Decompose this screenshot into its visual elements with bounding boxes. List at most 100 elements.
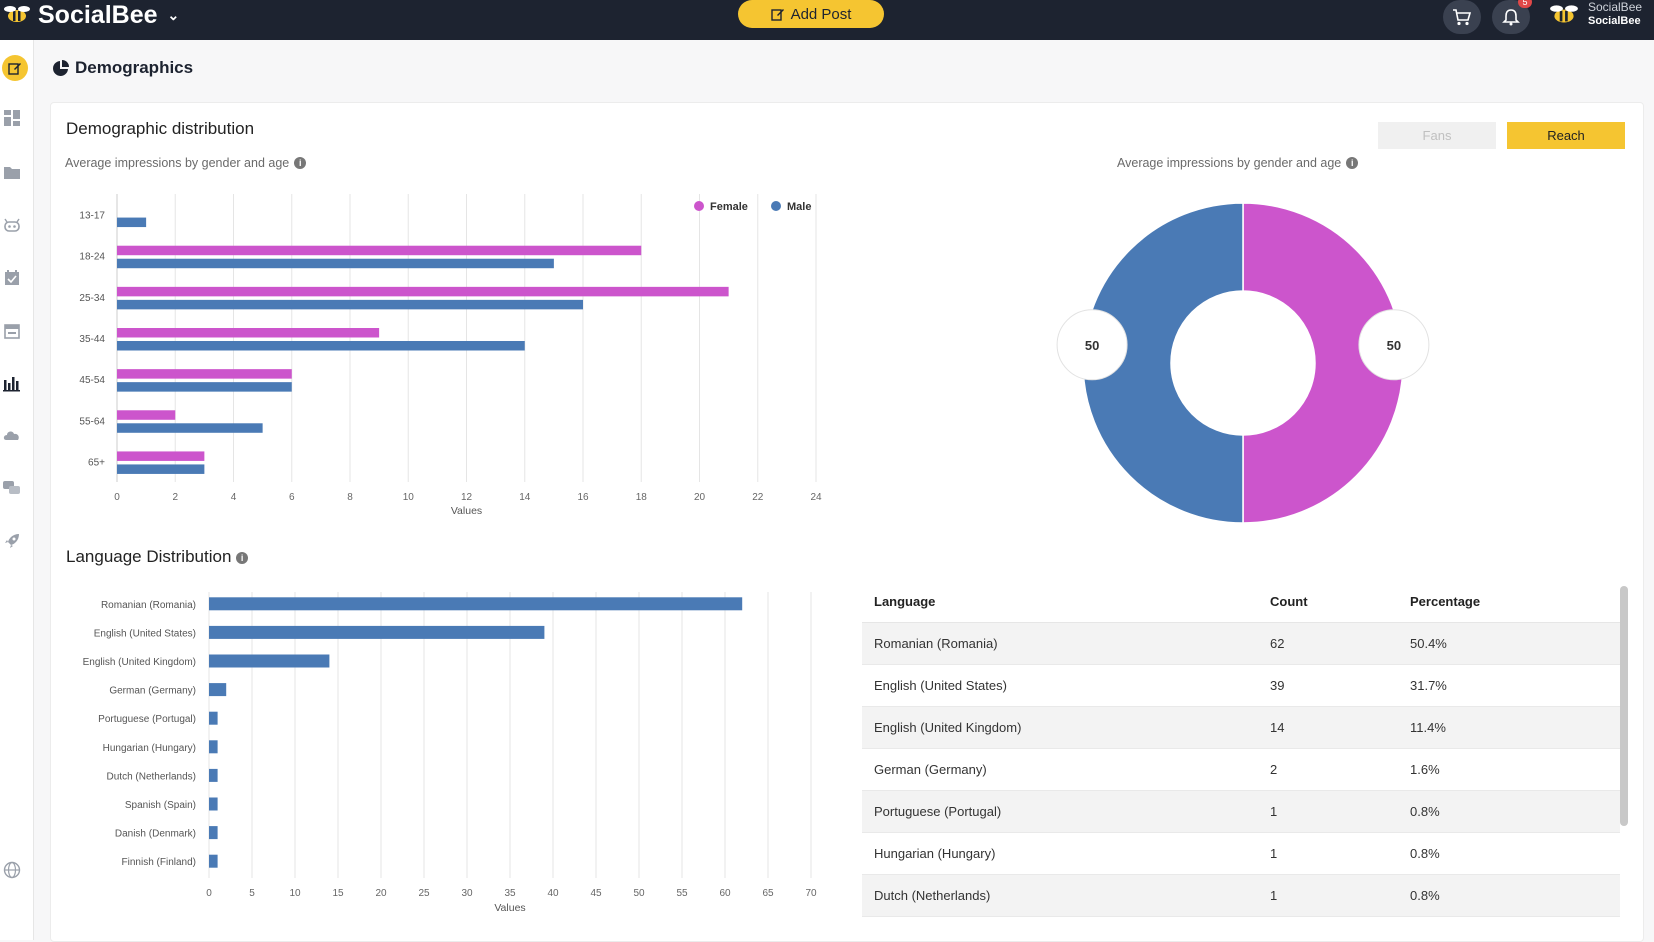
- bar-male: [117, 258, 554, 269]
- sidebar-item-compose[interactable]: [2, 55, 28, 81]
- language-section-title: Language Distribution i: [66, 547, 249, 567]
- bar-male: [117, 382, 292, 392]
- cell-percentage: 11.4%: [1398, 706, 1620, 749]
- sidebar-item-cloud[interactable]: [0, 423, 24, 447]
- x-tick-label: 20: [694, 492, 706, 503]
- page-title-text: Demographics: [75, 58, 194, 77]
- sidebar-item-globe[interactable]: [0, 858, 24, 882]
- x-tick-label: 22: [752, 492, 764, 503]
- user-name-line2: SocialBee: [1588, 15, 1641, 27]
- donut-slice-male: [1082, 202, 1244, 524]
- edit-icon: [8, 63, 21, 75]
- info-icon[interactable]: i: [294, 157, 307, 169]
- page-title: Demographics: [52, 58, 193, 78]
- x-tick-label: 0: [206, 888, 212, 899]
- analytics-icon: [3, 377, 20, 392]
- bar-language: [209, 597, 743, 611]
- table-row: German (Germany) 2 1.6%: [862, 748, 1620, 791]
- table-scrollbar[interactable]: [1620, 586, 1628, 826]
- y-tick-label: English (United Kingdom): [83, 657, 196, 668]
- donut-label-bubble: [1358, 309, 1430, 381]
- user-menu[interactable]: SocialBee SocialBee: [1588, 0, 1642, 28]
- y-tick-label: 35-44: [79, 334, 105, 345]
- column-header-count[interactable]: Count: [1258, 582, 1398, 623]
- cell-count: 1: [1258, 790, 1398, 833]
- top-bar: SocialBee ⌄ Add Post 5 SocialBee SocialB…: [0, 0, 1654, 40]
- sidebar-item-growth[interactable]: [0, 529, 24, 553]
- donut-value-label: 50: [1387, 338, 1401, 353]
- table-row: Portuguese (Portugal) 1 0.8%: [862, 790, 1620, 833]
- calendar-icon: [4, 323, 20, 339]
- folder-icon: [4, 167, 20, 179]
- x-tick-label: 10: [403, 492, 415, 503]
- y-tick-label: 65+: [88, 457, 105, 468]
- x-tick-label: 20: [375, 888, 387, 899]
- x-axis-label: Values: [494, 902, 525, 914]
- y-tick-label: 18-24: [79, 252, 105, 263]
- cell-percentage: 0.8%: [1398, 874, 1620, 917]
- chat-icon: [3, 481, 20, 494]
- legend-marker: [694, 201, 704, 211]
- x-tick-label: 25: [418, 888, 430, 899]
- cell-percentage: 31.7%: [1398, 664, 1620, 707]
- x-tick-label: 12: [461, 492, 473, 503]
- bar-female: [117, 328, 380, 338]
- y-tick-label: 45-54: [79, 375, 105, 386]
- bar-language: [209, 854, 218, 868]
- cell-language: German (Germany): [862, 748, 1258, 791]
- bar-chart-subtitle-text: Average impressions by gender and age: [65, 156, 290, 170]
- sidebar-item-dashboard[interactable]: [0, 106, 24, 130]
- sidebar-item-schedule[interactable]: [0, 265, 24, 289]
- table-header-row: Language Count Percentage: [862, 582, 1620, 623]
- donut-label-bubble: [1056, 309, 1128, 381]
- user-name-line1: SocialBee: [1588, 0, 1643, 14]
- sidebar-item-calendar[interactable]: [0, 318, 24, 342]
- user-avatar[interactable]: [1548, 2, 1580, 33]
- x-tick-label: 2: [172, 492, 178, 503]
- legend-label: Female: [710, 201, 748, 213]
- info-icon[interactable]: i: [1346, 157, 1359, 169]
- cell-count: 62: [1258, 622, 1398, 665]
- brand-logo[interactable]: SocialBee ⌄: [2, 0, 179, 30]
- cell-language: Romanian (Romania): [862, 622, 1258, 665]
- table-row: English (United States) 39 31.7%: [862, 664, 1620, 707]
- sidebar: [0, 40, 34, 940]
- bar-female: [117, 451, 205, 461]
- cell-percentage: 1.6%: [1398, 748, 1620, 791]
- language-bar-chart: 0 5 10 15 20 25 30 35 40 45 50 55 60 65 70 Values Romani…: [83, 592, 817, 914]
- sidebar-item-content[interactable]: [0, 160, 24, 184]
- x-tick-label: 18: [636, 492, 648, 503]
- toggle-reach-button[interactable]: Reach: [1507, 122, 1625, 149]
- dashboard-icon: [4, 110, 20, 126]
- column-header-percentage[interactable]: Percentage: [1398, 582, 1620, 623]
- cell-percentage: 50.4%: [1398, 622, 1620, 665]
- cart-button[interactable]: [1443, 0, 1481, 34]
- y-tick-label: Finnish (Finland): [122, 857, 196, 868]
- donut-chart-subtitle: Average impressions by gender and age i: [1117, 156, 1359, 170]
- info-icon[interactable]: i: [236, 551, 249, 564]
- notifications-button[interactable]: 5: [1492, 0, 1532, 34]
- bar-male: [117, 299, 583, 310]
- cell-count: 39: [1258, 664, 1398, 707]
- add-post-button[interactable]: Add Post: [738, 0, 884, 28]
- demographic-section-title: Demographic distribution: [66, 119, 255, 138]
- cell-language: English (United States): [862, 664, 1258, 707]
- donut-value-label: 50: [1085, 338, 1099, 353]
- donut-slice-female: [1242, 202, 1404, 524]
- pie-chart-icon: [53, 59, 69, 76]
- x-tick-label: 5: [249, 888, 255, 899]
- sidebar-item-analytics[interactable]: [0, 371, 24, 395]
- table-row: Hungarian (Hungary) 1 0.8%: [862, 832, 1620, 875]
- bar-female: [117, 245, 642, 256]
- bar-male: [117, 464, 205, 474]
- sidebar-item-automation[interactable]: [0, 213, 24, 237]
- column-header-language[interactable]: Language: [862, 582, 1258, 623]
- y-tick-label: 25-34: [79, 293, 105, 304]
- toggle-fans-button[interactable]: Fans: [1378, 122, 1496, 149]
- bar-language: [209, 740, 218, 754]
- cart-icon: [1453, 9, 1472, 26]
- bar-chart-subtitle: Average impressions by gender and age i: [65, 156, 307, 170]
- y-tick-label: Romanian (Romania): [101, 600, 196, 611]
- y-tick-label: German (Germany): [109, 686, 196, 697]
- sidebar-item-inbox[interactable]: [0, 476, 24, 500]
